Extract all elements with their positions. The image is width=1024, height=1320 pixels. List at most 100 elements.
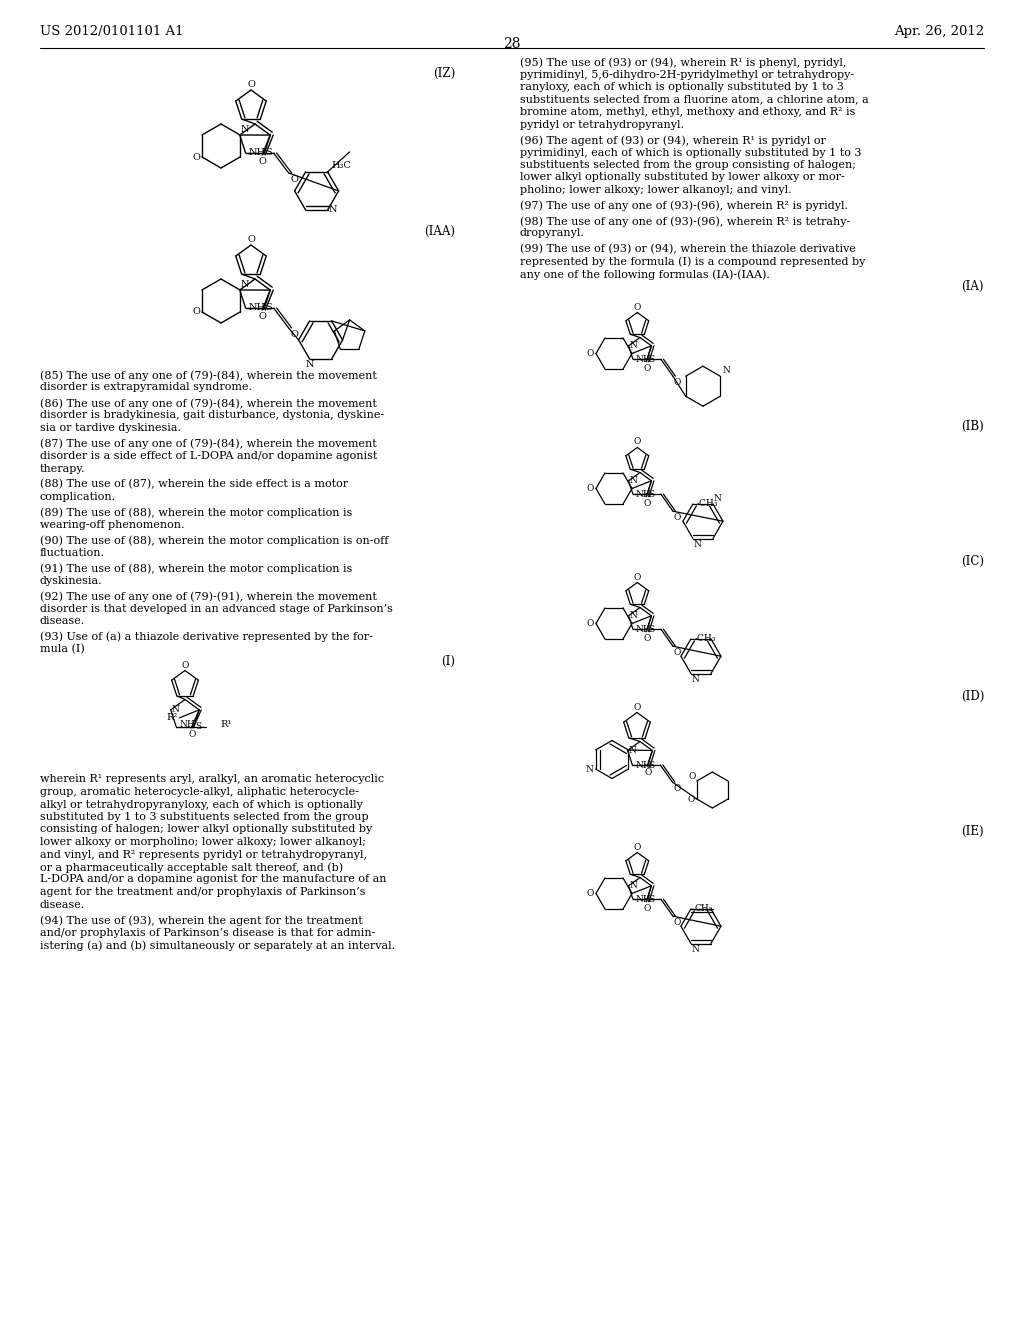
Text: O: O bbox=[644, 364, 651, 372]
Text: O: O bbox=[247, 81, 255, 88]
Text: disease.: disease. bbox=[40, 616, 85, 626]
Text: or a pharmaceutically acceptable salt thereof, and (b): or a pharmaceutically acceptable salt th… bbox=[40, 862, 343, 873]
Text: pyrimidinyl, 5,6-dihydro-2H-pyridylmethyl or tetrahydropy-: pyrimidinyl, 5,6-dihydro-2H-pyridylmethy… bbox=[520, 70, 854, 79]
Text: substituents selected from a fluorine atom, a chlorine atom, a: substituents selected from a fluorine at… bbox=[520, 95, 868, 104]
Text: (I): (I) bbox=[441, 655, 455, 668]
Text: group, aromatic heterocycle-alkyl, aliphatic heterocycle-: group, aromatic heterocycle-alkyl, aliph… bbox=[40, 787, 358, 797]
Text: S: S bbox=[648, 624, 654, 634]
Text: S: S bbox=[648, 355, 654, 364]
Text: substituted by 1 to 3 substituents selected from the group: substituted by 1 to 3 substituents selec… bbox=[40, 812, 369, 822]
Text: NH: NH bbox=[635, 760, 651, 770]
Text: O: O bbox=[644, 634, 651, 643]
Text: S: S bbox=[648, 895, 654, 904]
Text: O: O bbox=[291, 176, 298, 183]
Text: (95) The use of (93) or (94), wherein R¹ is phenyl, pyridyl,: (95) The use of (93) or (94), wherein R¹… bbox=[520, 57, 847, 67]
Text: alkyl or tetrahydropyranyloxy, each of which is optionally: alkyl or tetrahydropyranyloxy, each of w… bbox=[40, 800, 362, 809]
Text: fluctuation.: fluctuation. bbox=[40, 548, 105, 557]
Text: any one of the following formulas (IA)-(IAA).: any one of the following formulas (IA)-(… bbox=[520, 269, 770, 280]
Text: NH: NH bbox=[636, 895, 651, 904]
Text: (86) The use of any one of (79)-(84), wherein the movement: (86) The use of any one of (79)-(84), wh… bbox=[40, 399, 377, 409]
Text: S: S bbox=[265, 304, 272, 313]
Text: O: O bbox=[291, 330, 298, 339]
Text: agent for the treatment and/or prophylaxis of Parkinson’s: agent for the treatment and/or prophylax… bbox=[40, 887, 366, 898]
Text: (88) The use of (87), wherein the side effect is a motor: (88) The use of (87), wherein the side e… bbox=[40, 479, 348, 490]
Text: (91) The use of (88), wherein the motor complication is: (91) The use of (88), wherein the motor … bbox=[40, 564, 352, 574]
Text: (97) The use of any one of (93)-(96), wherein R² is pyridyl.: (97) The use of any one of (93)-(96), wh… bbox=[520, 201, 848, 211]
Text: (94) The use of (93), wherein the agent for the treatment: (94) The use of (93), wherein the agent … bbox=[40, 915, 362, 925]
Text: O: O bbox=[674, 513, 681, 523]
Text: disorder is extrapyramidal syndrome.: disorder is extrapyramidal syndrome. bbox=[40, 383, 252, 392]
Text: O: O bbox=[587, 888, 594, 898]
Text: pyridyl or tetrahydropyranyl.: pyridyl or tetrahydropyranyl. bbox=[520, 120, 684, 129]
Text: O: O bbox=[587, 484, 594, 492]
Text: O: O bbox=[188, 730, 196, 739]
Text: disorder is bradykinesia, gait disturbance, dystonia, dyskine-: disorder is bradykinesia, gait disturban… bbox=[40, 411, 384, 421]
Text: N: N bbox=[722, 366, 730, 375]
Text: (ID): (ID) bbox=[961, 689, 984, 702]
Text: (93) Use of (a) a thiazole derivative represented by the for-: (93) Use of (a) a thiazole derivative re… bbox=[40, 631, 373, 642]
Text: (IB): (IB) bbox=[962, 420, 984, 433]
Text: O: O bbox=[258, 157, 266, 166]
Text: O: O bbox=[634, 302, 641, 312]
Text: H₃C: H₃C bbox=[332, 161, 351, 170]
Text: sia or tardive dyskinesia.: sia or tardive dyskinesia. bbox=[40, 422, 181, 433]
Text: O: O bbox=[644, 499, 651, 508]
Text: wherein R¹ represents aryl, aralkyl, an aromatic heterocyclic: wherein R¹ represents aryl, aralkyl, an … bbox=[40, 775, 384, 784]
Text: O: O bbox=[634, 842, 641, 851]
Text: R²: R² bbox=[166, 713, 177, 722]
Text: S: S bbox=[195, 722, 201, 731]
Text: (99) The use of (93) or (94), wherein the thiazole derivative: (99) The use of (93) or (94), wherein th… bbox=[520, 244, 856, 255]
Text: O: O bbox=[258, 312, 266, 321]
Text: (IA): (IA) bbox=[962, 280, 984, 293]
Text: N: N bbox=[630, 882, 638, 890]
Text: dropyranyl.: dropyranyl. bbox=[520, 228, 585, 239]
Text: disorder is a side effect of L-DOPA and/or dopamine agonist: disorder is a side effect of L-DOPA and/… bbox=[40, 451, 378, 461]
Text: O: O bbox=[644, 904, 651, 913]
Text: pyrimidinyl, each of which is optionally substituted by 1 to 3: pyrimidinyl, each of which is optionally… bbox=[520, 148, 861, 157]
Text: NH: NH bbox=[249, 304, 265, 313]
Text: US 2012/0101101 A1: US 2012/0101101 A1 bbox=[40, 25, 183, 38]
Text: S: S bbox=[648, 760, 654, 770]
Text: O: O bbox=[645, 768, 652, 777]
Text: O: O bbox=[633, 702, 641, 711]
Text: O: O bbox=[634, 437, 641, 446]
Text: O: O bbox=[587, 348, 594, 358]
Text: bromine atom, methyl, ethyl, methoxy and ethoxy, and R² is: bromine atom, methyl, ethyl, methoxy and… bbox=[520, 107, 855, 117]
Text: NH: NH bbox=[636, 624, 651, 634]
Text: N: N bbox=[305, 360, 313, 370]
Text: lower alkoxy or morpholino; lower alkoxy; lower alkanoyl;: lower alkoxy or morpholino; lower alkoxy… bbox=[40, 837, 366, 847]
Text: N: N bbox=[630, 342, 638, 350]
Text: N: N bbox=[630, 611, 638, 620]
Text: O: O bbox=[193, 153, 200, 161]
Text: disorder is that developed in an advanced stage of Parkinson’s: disorder is that developed in an advance… bbox=[40, 603, 393, 614]
Text: -CH₃: -CH₃ bbox=[697, 499, 718, 508]
Text: Apr. 26, 2012: Apr. 26, 2012 bbox=[894, 25, 984, 38]
Text: O: O bbox=[674, 784, 681, 793]
Text: N: N bbox=[241, 125, 249, 135]
Text: N: N bbox=[172, 705, 179, 714]
Text: NH: NH bbox=[636, 490, 651, 499]
Text: and/or prophylaxis of Parkinson’s disease is that for admin-: and/or prophylaxis of Parkinson’s diseas… bbox=[40, 928, 376, 937]
Text: NH: NH bbox=[179, 721, 195, 729]
Text: N: N bbox=[586, 764, 594, 774]
Text: O: O bbox=[674, 379, 681, 387]
Text: (98) The use of any one of (93)-(96), wherein R² is tetrahy-: (98) The use of any one of (93)-(96), wh… bbox=[520, 216, 850, 227]
Text: mula (I): mula (I) bbox=[40, 644, 85, 655]
Text: (IZ): (IZ) bbox=[433, 67, 455, 81]
Text: N: N bbox=[630, 477, 638, 486]
Text: represented by the formula (I) is a compound represented by: represented by the formula (I) is a comp… bbox=[520, 256, 865, 267]
Text: O: O bbox=[674, 648, 681, 657]
Text: O: O bbox=[193, 308, 200, 317]
Text: 28: 28 bbox=[503, 37, 521, 51]
Text: therapy.: therapy. bbox=[40, 463, 86, 474]
Text: consisting of halogen; lower alkyl optionally substituted by: consisting of halogen; lower alkyl optio… bbox=[40, 825, 373, 834]
Text: NH: NH bbox=[636, 355, 651, 364]
Text: (IE): (IE) bbox=[962, 825, 984, 837]
Text: S: S bbox=[648, 490, 654, 499]
Text: O: O bbox=[634, 573, 641, 582]
Text: O: O bbox=[688, 771, 695, 780]
Text: (IAA): (IAA) bbox=[424, 224, 455, 238]
Text: pholino; lower alkoxy; lower alkanoyl; and vinyl.: pholino; lower alkoxy; lower alkanoyl; a… bbox=[520, 185, 792, 195]
Text: and vinyl, and R² represents pyridyl or tetrahydropyranyl,: and vinyl, and R² represents pyridyl or … bbox=[40, 850, 367, 859]
Text: (96) The agent of (93) or (94), wherein R¹ is pyridyl or: (96) The agent of (93) or (94), wherein … bbox=[520, 135, 826, 145]
